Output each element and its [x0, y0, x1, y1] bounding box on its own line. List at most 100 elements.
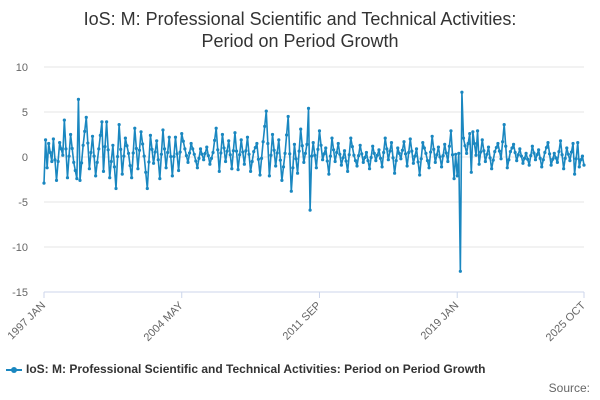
- data-point: [249, 169, 253, 173]
- data-point: [194, 159, 198, 163]
- data-point: [383, 136, 387, 140]
- data-point: [310, 154, 314, 158]
- data-point: [396, 146, 400, 150]
- data-point: [314, 166, 318, 170]
- data-point: [56, 159, 60, 164]
- data-point: [45, 166, 49, 170]
- data-point: [147, 160, 151, 164]
- data-point: [458, 269, 462, 273]
- data-point: [302, 160, 306, 164]
- data-point: [449, 129, 453, 133]
- data-point: [222, 146, 226, 150]
- data-point: [421, 141, 425, 145]
- data-point: [547, 152, 552, 156]
- data-point: [565, 146, 569, 150]
- data-point: [172, 154, 176, 159]
- data-point: [413, 154, 417, 158]
- data-point: [543, 150, 547, 155]
- data-point: [98, 133, 102, 137]
- data-point: [336, 141, 340, 146]
- data-point: [269, 153, 273, 157]
- data-point: [153, 150, 157, 154]
- x-axis: 1997 JAN 2004 MAY 2011 SEP 2019 JAN 2025 OCT: [5, 291, 588, 344]
- data-point: [468, 132, 472, 136]
- data-point: [563, 156, 567, 160]
- data-point: [483, 159, 487, 164]
- data-point: [245, 135, 250, 139]
- data-point: [555, 160, 559, 164]
- data-point: [306, 106, 311, 110]
- data-point: [346, 169, 350, 173]
- data-point: [322, 152, 326, 156]
- data-point: [527, 163, 531, 167]
- data-point: [244, 149, 248, 153]
- data-point: [501, 140, 505, 144]
- data-point: [580, 154, 585, 158]
- data-point: [391, 156, 395, 160]
- data-point: [192, 152, 196, 156]
- data-point: [241, 150, 245, 154]
- data-point: [148, 133, 153, 137]
- data-point: [490, 167, 494, 171]
- data-point: [181, 139, 185, 143]
- data-point: [134, 146, 138, 151]
- data-point: [173, 135, 178, 139]
- data-point: [441, 154, 445, 158]
- data-point: [183, 147, 187, 151]
- data-point: [156, 158, 160, 162]
- data-point: [397, 151, 401, 155]
- data-point: [358, 143, 362, 147]
- data-point: [75, 177, 79, 181]
- data-point: [508, 150, 513, 154]
- data-point: [331, 148, 336, 152]
- data-point: [61, 153, 65, 157]
- data-point: [538, 156, 542, 160]
- data-point: [430, 134, 434, 138]
- data-point: [369, 155, 373, 160]
- data-point: [562, 167, 566, 171]
- data-point: [54, 178, 59, 182]
- data-point: [43, 138, 48, 142]
- data-point: [582, 163, 586, 167]
- data-point: [151, 161, 156, 165]
- data-point: [209, 156, 214, 160]
- data-point: [394, 159, 398, 163]
- data-point: [455, 174, 459, 178]
- data-point: [450, 153, 455, 157]
- data-point: [101, 169, 106, 173]
- data-point: [364, 150, 369, 155]
- data-point: [103, 145, 107, 149]
- data-point: [231, 149, 235, 153]
- data-point: [259, 156, 264, 160]
- data-point: [253, 145, 257, 150]
- data-point: [311, 141, 315, 145]
- data-point: [465, 151, 469, 155]
- data-point: [403, 152, 408, 156]
- data-point: [51, 137, 55, 141]
- data-point: [252, 150, 256, 154]
- data-point: [469, 170, 473, 174]
- data-point: [297, 149, 301, 153]
- x-tick-label: 2019 JAN: [419, 300, 462, 343]
- data-point: [380, 165, 384, 169]
- data-point: [166, 150, 170, 155]
- legend[interactable]: IoS: M: Professional Scientific and Tech…: [6, 362, 596, 376]
- data-point: [526, 157, 530, 161]
- data-point: [494, 145, 498, 150]
- y-tick-label: 10: [16, 62, 28, 74]
- data-point: [411, 161, 415, 165]
- data-point: [120, 172, 124, 176]
- data-point: [164, 166, 168, 170]
- data-point: [285, 133, 289, 137]
- data-point: [58, 141, 62, 145]
- data-point: [546, 141, 550, 145]
- data-point: [170, 174, 174, 178]
- data-point: [371, 144, 375, 148]
- data-point: [571, 141, 575, 146]
- data-point: [125, 144, 129, 148]
- data-point: [388, 149, 392, 153]
- data-point: [90, 134, 95, 138]
- data-point: [266, 141, 270, 146]
- data-point: [493, 150, 497, 154]
- data-point: [277, 138, 281, 142]
